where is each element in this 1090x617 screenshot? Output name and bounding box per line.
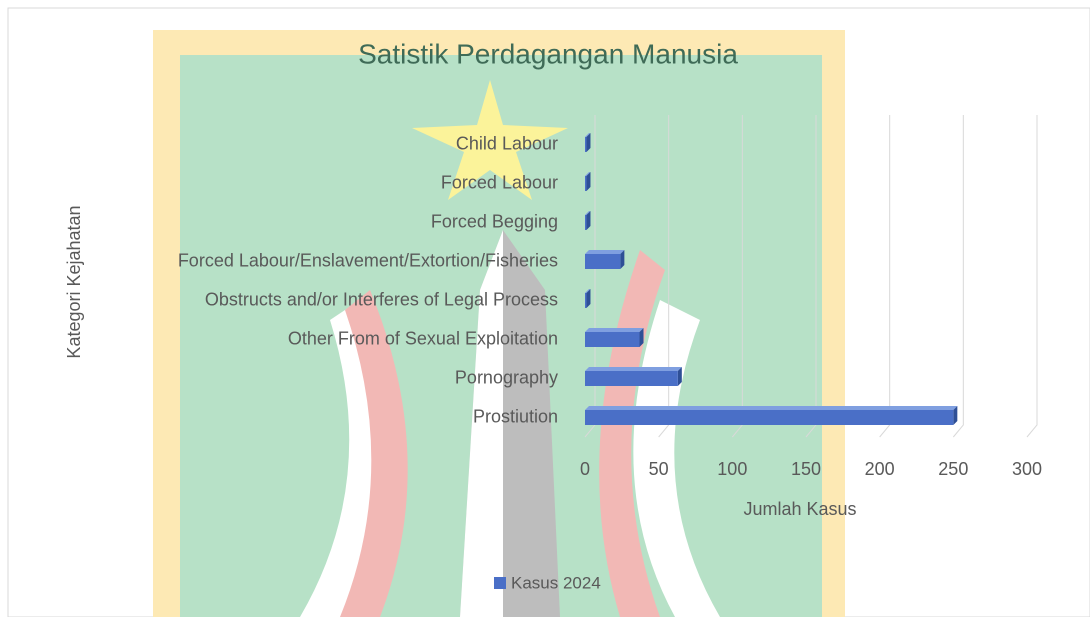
bar xyxy=(585,367,682,386)
y-tick-label: Forced Begging xyxy=(431,211,558,231)
bar-top xyxy=(585,328,644,332)
bar xyxy=(585,250,624,269)
x-tick-label: 0 xyxy=(580,459,590,479)
page: Satistik Perdagangan Manusia Kategori Ke… xyxy=(0,0,1090,617)
y-tick-label: Other From of Sexual Exploitation xyxy=(288,328,558,348)
y-tick-label: Forced Labour xyxy=(441,172,558,192)
legend-swatch xyxy=(494,577,506,589)
bar-face xyxy=(585,410,953,425)
bar xyxy=(585,406,957,425)
bar-face xyxy=(585,176,586,191)
bar-face xyxy=(585,137,586,152)
bar-face xyxy=(585,254,620,269)
x-tick-label: 200 xyxy=(865,459,895,479)
bar-face xyxy=(585,371,678,386)
x-tick-label: 300 xyxy=(1012,459,1042,479)
bar-face xyxy=(585,215,586,230)
y-tick-label: Child Labour xyxy=(456,133,558,153)
x-tick-label: 150 xyxy=(791,459,821,479)
legend-label: Kasus 2024 xyxy=(511,573,601,592)
bar-top xyxy=(585,367,682,371)
x-axis-title: Jumlah Kasus xyxy=(743,499,856,519)
x-tick-label: 100 xyxy=(717,459,747,479)
y-tick-label: Obstructs and/or Interferes of Legal Pro… xyxy=(205,289,558,309)
y-tick-label: Forced Labour/Enslavement/Extortion/Fish… xyxy=(178,250,558,270)
watermark xyxy=(153,30,845,617)
x-tick-label: 50 xyxy=(649,459,669,479)
bar-face xyxy=(585,332,640,347)
bar xyxy=(585,328,644,347)
bar-face xyxy=(585,293,586,308)
y-tick-label: Pornography xyxy=(455,367,558,387)
bar-top xyxy=(585,250,624,254)
y-tick-label: Prostiution xyxy=(473,406,558,426)
x-tick-label: 250 xyxy=(938,459,968,479)
chart-title: Satistik Perdagangan Manusia xyxy=(358,38,738,69)
bar-top xyxy=(585,406,957,410)
y-axis-title: Kategori Kejahatan xyxy=(64,205,84,358)
chart: Satistik Perdagangan Manusia Kategori Ke… xyxy=(0,0,1090,617)
